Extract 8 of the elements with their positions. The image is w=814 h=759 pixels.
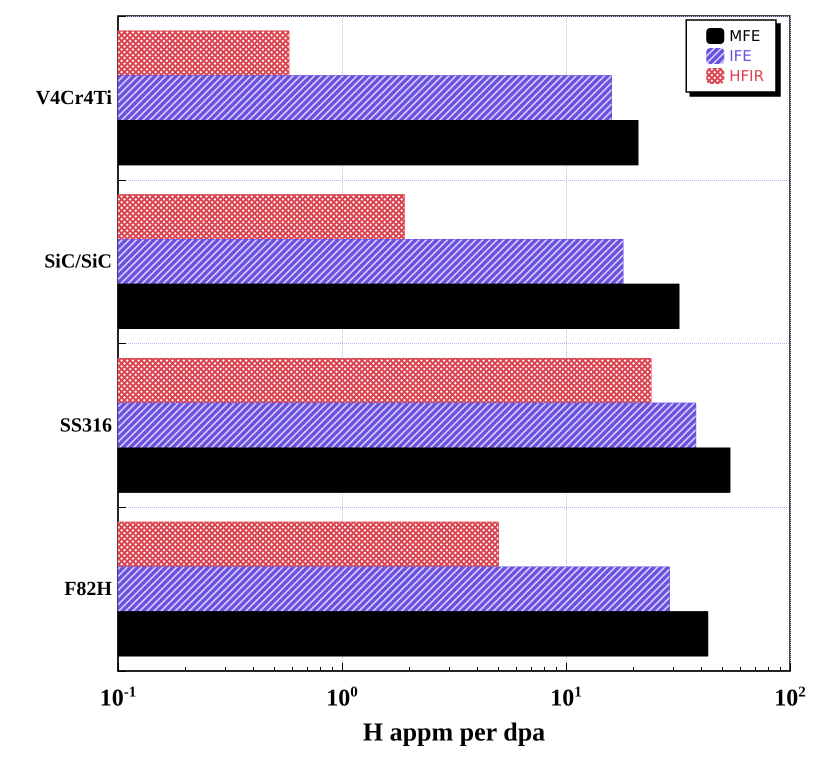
y-tick-label: F82H: [64, 578, 112, 600]
legend-label: HFIR: [729, 67, 764, 85]
x-axis-title: H appm per dpa: [362, 718, 546, 746]
y-tick-label: V4Cr4Ti: [36, 86, 112, 109]
y-tick-label: SS316: [60, 414, 112, 436]
y-tick-label: SiC/SiC: [44, 250, 112, 273]
legend-label: MFE: [729, 27, 760, 45]
legend-label: IFE: [729, 47, 752, 65]
